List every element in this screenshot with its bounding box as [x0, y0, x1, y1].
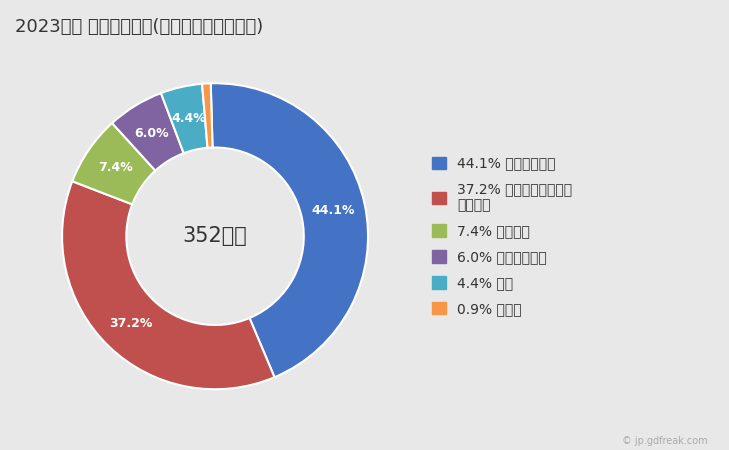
- Wedge shape: [62, 181, 275, 389]
- Legend: 44.1% 対外証券投資, 37.2% 株式等・投資信託
受益証券, 7.4% 債務証券, 6.0% 未収・未払金, 4.4% 貸出, 0.9% その他: 44.1% 対外証券投資, 37.2% 株式等・投資信託 受益証券, 7.4% …: [432, 157, 572, 316]
- Text: 2023年度 金融資産残高(金融商品別構成割合): 2023年度 金融資産残高(金融商品別構成割合): [15, 18, 263, 36]
- Wedge shape: [202, 83, 213, 148]
- Wedge shape: [211, 83, 368, 377]
- Wedge shape: [112, 93, 184, 171]
- Text: 44.1%: 44.1%: [311, 204, 355, 217]
- Text: 7.4%: 7.4%: [98, 162, 133, 175]
- Text: © jp.gdfreak.com: © jp.gdfreak.com: [622, 436, 707, 446]
- Text: 37.2%: 37.2%: [109, 316, 152, 329]
- Wedge shape: [72, 123, 155, 204]
- Text: 4.4%: 4.4%: [171, 112, 206, 125]
- Text: 352兆円: 352兆円: [183, 226, 247, 246]
- Wedge shape: [161, 84, 208, 153]
- Text: 6.0%: 6.0%: [135, 127, 169, 140]
